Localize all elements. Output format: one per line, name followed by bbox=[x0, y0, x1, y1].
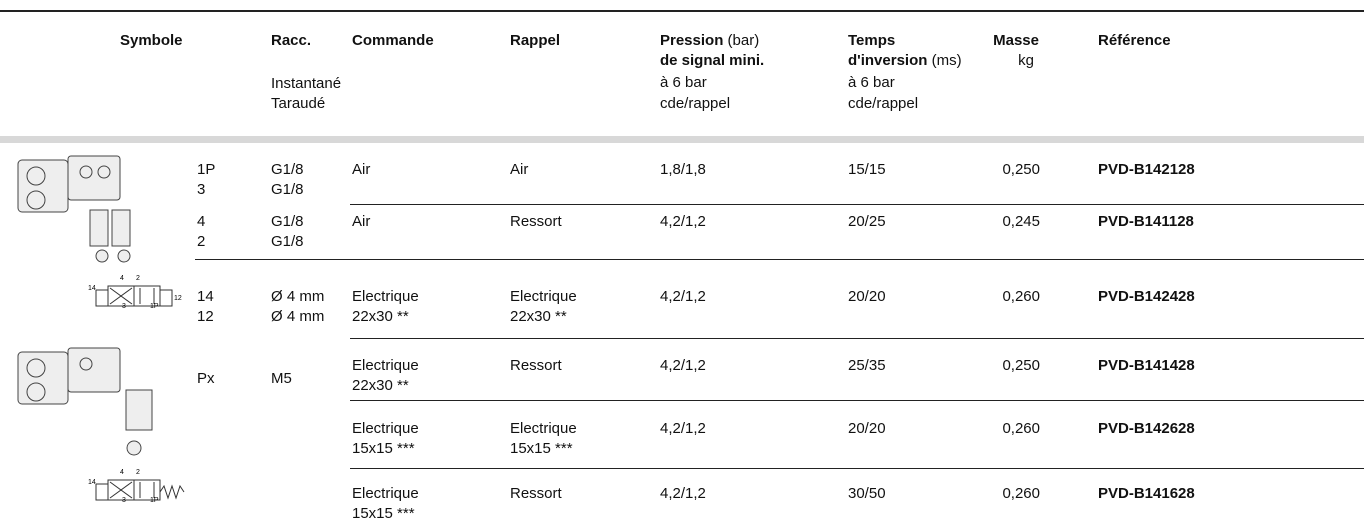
reference: PVD-B141128 bbox=[1098, 213, 1194, 231]
temps: 20/20 bbox=[848, 288, 886, 306]
header-pression: cde/rappel bbox=[660, 95, 730, 113]
header-masse: kg bbox=[1018, 52, 1034, 70]
header-masse: Masse bbox=[993, 32, 1039, 50]
masse: 0,250 bbox=[1002, 161, 1040, 179]
symbol-label: 2 bbox=[136, 469, 140, 476]
temps: 15/15 bbox=[848, 161, 886, 179]
ports: 3 bbox=[197, 181, 205, 199]
symbol-label: 3 bbox=[122, 303, 126, 310]
symbol-label: 2 bbox=[136, 275, 140, 282]
commande: Air bbox=[352, 213, 370, 231]
ports: 2 bbox=[197, 233, 205, 251]
commande: Electrique bbox=[352, 485, 419, 503]
commande: Air bbox=[352, 161, 370, 179]
header-pression: à 6 bar bbox=[660, 74, 707, 92]
illustrations: 14 4 2 12 3 1P 14 4 2 3 1P bbox=[0, 0, 340, 530]
racc: Ø 4 mm bbox=[271, 288, 324, 306]
ports: 12 bbox=[197, 308, 214, 326]
reference: PVD-B142628 bbox=[1098, 420, 1195, 438]
racc: G1/8 bbox=[271, 181, 304, 199]
temps: 30/50 bbox=[848, 485, 886, 503]
commande: Electrique bbox=[352, 357, 419, 375]
header-temps: cde/rappel bbox=[848, 95, 918, 113]
pression: 4,2/1,2 bbox=[660, 357, 706, 375]
reference: PVD-B141628 bbox=[1098, 485, 1195, 503]
header-reference: Référence bbox=[1098, 32, 1171, 50]
reference: PVD-B141428 bbox=[1098, 357, 1195, 375]
rappel: Electrique bbox=[510, 420, 577, 438]
header-temps: d'inversion bbox=[848, 52, 927, 69]
masse: 0,260 bbox=[1002, 288, 1040, 306]
rappel: Air bbox=[510, 161, 528, 179]
rappel: Ressort bbox=[510, 357, 562, 375]
temps: 20/20 bbox=[848, 420, 886, 438]
ports: 1P bbox=[197, 161, 215, 179]
rappel: Ressort bbox=[510, 213, 562, 231]
pression: 4,2/1,2 bbox=[660, 420, 706, 438]
racc: M5 bbox=[271, 370, 292, 388]
header-temps: à 6 bar bbox=[848, 74, 895, 92]
valve-symbol bbox=[96, 480, 184, 500]
row-rule bbox=[350, 204, 1364, 205]
rappel: 15x15 *** bbox=[510, 440, 573, 458]
symbol-label: 3 bbox=[122, 497, 126, 504]
header-temps: Temps bbox=[848, 32, 895, 50]
header-rappel: Rappel bbox=[510, 32, 560, 50]
rappel: Ressort bbox=[510, 485, 562, 503]
symbol-label: 4 bbox=[120, 469, 124, 476]
commande: Electrique bbox=[352, 288, 419, 306]
masse: 0,250 bbox=[1002, 357, 1040, 375]
header-pression: Pression (bar) bbox=[660, 32, 759, 50]
rappel: Electrique bbox=[510, 288, 577, 306]
pression: 4,2/1,2 bbox=[660, 288, 706, 306]
racc: Ø 4 mm bbox=[271, 308, 324, 326]
commande: 22x30 ** bbox=[352, 308, 409, 326]
ports: 4 bbox=[197, 213, 205, 231]
racc: G1/8 bbox=[271, 233, 304, 251]
header-unit: (ms) bbox=[932, 52, 962, 69]
row-rule bbox=[350, 338, 1364, 339]
row-rule bbox=[350, 400, 1364, 401]
reference: PVD-B142128 bbox=[1098, 161, 1195, 179]
symbol-label: 4 bbox=[120, 275, 124, 282]
pression: 1,8/1,8 bbox=[660, 161, 706, 179]
page: Symbole Racc. Instantané Taraudé Command… bbox=[0, 0, 1364, 530]
header-pression: Pression bbox=[660, 32, 723, 49]
pression: 4,2/1,2 bbox=[660, 485, 706, 503]
ports: 14 bbox=[197, 288, 214, 306]
header-unit: (bar) bbox=[728, 32, 760, 49]
header-pression: de signal mini. bbox=[660, 52, 764, 70]
temps: 25/35 bbox=[848, 357, 886, 375]
row-rule bbox=[350, 468, 1364, 469]
racc: G1/8 bbox=[271, 213, 304, 231]
commande: 22x30 ** bbox=[352, 377, 409, 395]
masse: 0,260 bbox=[1002, 485, 1040, 503]
commande: Electrique bbox=[352, 420, 419, 438]
symbol-label: 14 bbox=[88, 285, 96, 292]
valve-image bbox=[18, 156, 130, 262]
header-temps: d'inversion (ms) bbox=[848, 52, 962, 70]
header-commande: Commande bbox=[352, 32, 434, 50]
temps: 20/25 bbox=[848, 213, 886, 231]
valve-symbol bbox=[96, 286, 172, 306]
commande: 15x15 *** bbox=[352, 440, 415, 458]
valve-image bbox=[18, 348, 152, 455]
pression: 4,2/1,2 bbox=[660, 213, 706, 231]
ports: Px bbox=[197, 370, 215, 388]
masse: 0,260 bbox=[1002, 420, 1040, 438]
symbol-label: 14 bbox=[88, 479, 96, 486]
reference: PVD-B142428 bbox=[1098, 288, 1195, 306]
symbol-label: 12 bbox=[174, 295, 182, 302]
row-rule bbox=[195, 259, 1364, 260]
symbol-label: 1P bbox=[150, 303, 159, 310]
racc: G1/8 bbox=[271, 161, 304, 179]
symbol-label: 1P bbox=[150, 497, 159, 504]
commande: 15x15 *** bbox=[352, 505, 415, 523]
masse: 0,245 bbox=[1002, 213, 1040, 231]
rappel: 22x30 ** bbox=[510, 308, 567, 326]
